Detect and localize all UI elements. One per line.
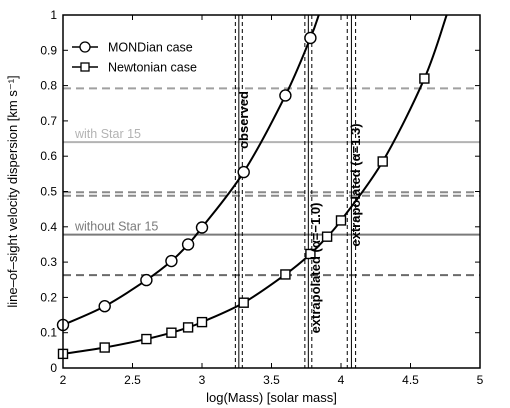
xtick-label-1: 2.5: [124, 373, 141, 387]
ticks: 2 2.5 3 3.5 4 4.5 5 0 0.1 0.2 0.3 0.4 0.5 0.6 0.7 0.8 0.…: [40, 8, 483, 387]
series-0-point-1: [98, 300, 111, 313]
xtick-label-6: 5: [477, 373, 484, 387]
vline-label-0: observed: [236, 91, 251, 149]
series-0-point-7: [279, 89, 292, 102]
xtick-label-5: 4.5: [402, 373, 419, 387]
ytick-label-4: 0.4: [40, 220, 57, 234]
series-1-point-10: [335, 215, 347, 226]
vertical-reference-lines: [234, 15, 357, 368]
horizontal-reference-lines: with Star 15 without Star 15: [63, 87, 480, 277]
series-0-point-2: [140, 273, 153, 287]
series-0-point-6: [237, 165, 250, 179]
series-1-point-7: [280, 269, 291, 280]
y-axis-title: line–of–sight velocity dispersion [km s⁻…: [5, 75, 20, 307]
xtick-label-2: 3: [199, 373, 206, 387]
series-markers: [56, 31, 430, 360]
hline-label-1: without Star 15: [74, 220, 158, 234]
series-1-point-12: [419, 73, 430, 84]
ytick-label-1: 0.1: [40, 326, 57, 340]
legend: MONDian case Newtonian case: [72, 41, 197, 75]
ytick-label-0: 0: [50, 361, 57, 375]
series-1-point-6: [238, 297, 249, 308]
series-1-point-5: [196, 316, 208, 328]
series-1-point-2: [141, 333, 152, 345]
xtick-label-0: 2: [60, 373, 67, 387]
ytick-label-7: 0.7: [40, 114, 57, 128]
series-0-point-3: [165, 254, 178, 268]
series-1-point-11: [377, 156, 388, 167]
xtick-label-4: 4: [338, 373, 345, 387]
series-1-point-9: [321, 231, 333, 242]
series-0-point-4: [181, 238, 195, 251]
series-line-0: [63, 15, 320, 326]
series-1-point-3: [166, 327, 177, 338]
vline-label-1: extrapolated (α=−1.0): [308, 203, 323, 334]
ytick-label-10: 1: [50, 8, 57, 22]
x-axis-title: log(Mass) [solar mass]: [206, 390, 337, 405]
ytick-label-3: 0.3: [40, 255, 57, 269]
series-1-point-4: [182, 322, 194, 333]
legend-label-0: MONDian case: [108, 41, 193, 55]
legend-marker-1: [80, 62, 90, 72]
ytick-label-9: 0.9: [40, 43, 57, 57]
series-0-point-5: [195, 221, 209, 234]
series-1-point-1: [99, 342, 110, 353]
xtick-label-3: 3.5: [263, 373, 280, 387]
hline-label-0: with Star 15: [74, 127, 141, 141]
labels: observed extrapolated (α=−1.0) extrapolate…: [5, 75, 363, 405]
vline-label-2: extrapolated (α=1.3): [348, 123, 363, 246]
ytick-label-2: 0.2: [40, 290, 57, 304]
legend-marker-0: [79, 41, 91, 53]
series-1-point-8: [305, 248, 316, 260]
ytick-label-5: 0.5: [40, 185, 57, 199]
ytick-label-6: 0.6: [40, 149, 57, 163]
legend-label-1: Newtonian case: [108, 61, 197, 75]
ytick-label-8: 0.8: [40, 79, 57, 93]
series-0-point-8: [304, 31, 317, 45]
